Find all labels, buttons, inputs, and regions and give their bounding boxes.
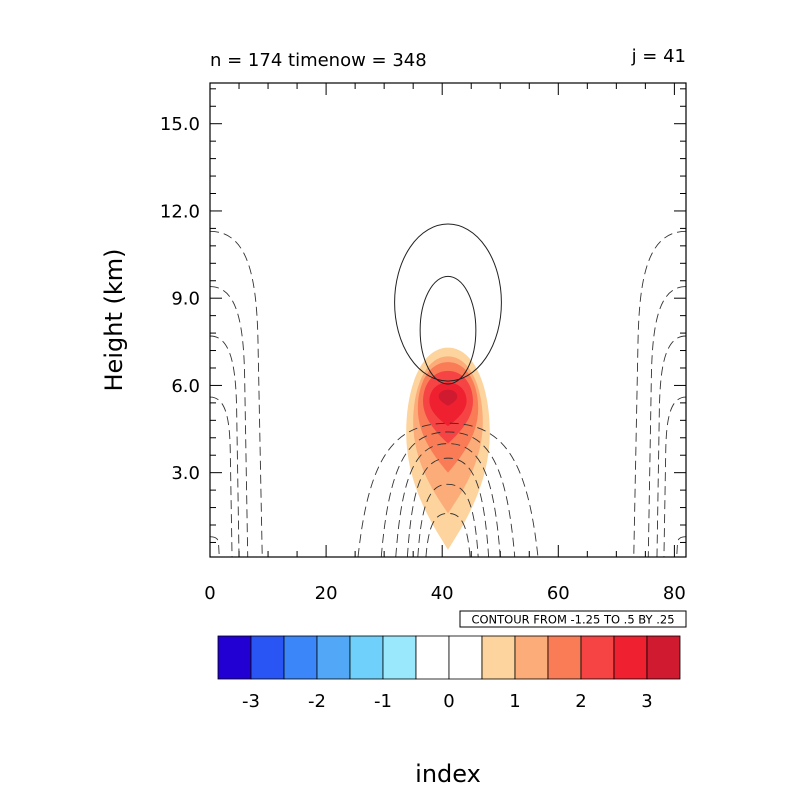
colorbar-box-6 bbox=[415, 635, 450, 680]
dashed-contour-15 bbox=[676, 536, 686, 557]
dashed-contour-11 bbox=[633, 230, 686, 557]
y-tick-label: 15.0 bbox=[160, 114, 200, 135]
dashed-contour-0 bbox=[357, 422, 539, 557]
dashed-contour-6 bbox=[210, 230, 263, 557]
colorbar-tick-label: -1 bbox=[374, 691, 392, 712]
plot-frame bbox=[209, 82, 687, 558]
colorbar-box-1 bbox=[250, 635, 285, 680]
colorbar-box-7 bbox=[448, 635, 483, 680]
colorbar-box-8 bbox=[481, 635, 516, 680]
colorbar-box-10 bbox=[547, 635, 582, 680]
dashed-contour-2 bbox=[395, 443, 501, 557]
dashed-contour-4 bbox=[417, 483, 479, 557]
dashed-contour-10 bbox=[210, 536, 220, 557]
solid-contour-1 bbox=[419, 275, 477, 385]
dashed-contour-14 bbox=[663, 396, 686, 557]
x-axis-label: index bbox=[415, 760, 481, 788]
dashed-contour-8 bbox=[210, 335, 240, 557]
dashed-contour-3 bbox=[406, 457, 490, 557]
colorbar-tick-label: -3 bbox=[242, 691, 260, 712]
dashed-contour-12 bbox=[647, 286, 686, 557]
plot-area bbox=[210, 223, 686, 557]
colorbar: -3 -2 -1 0 1 2 3 bbox=[217, 635, 681, 712]
x-tick-label: 0 bbox=[204, 583, 215, 604]
colorbar-tick-label: 1 bbox=[509, 691, 520, 712]
dashed-contour-13 bbox=[656, 335, 686, 557]
contour-info-label: CONTOUR FROM -1.25 TO .5 BY .25 bbox=[471, 613, 674, 627]
colorbar-box-2 bbox=[283, 635, 318, 680]
y-axis-label: Height (km) bbox=[100, 249, 128, 392]
title-right: j = 41 bbox=[631, 46, 686, 67]
colorbar-box-13 bbox=[646, 635, 681, 680]
x-tick-label: 60 bbox=[547, 583, 570, 604]
colorbar-box-9 bbox=[514, 635, 549, 680]
dashed-contour-7 bbox=[210, 286, 249, 557]
dashed-contour-9 bbox=[210, 396, 233, 557]
axis-ticks: 0 20 40 60 80 3.0 6.0 9.0 12.0 15.0 bbox=[160, 83, 686, 604]
colorbar-tick-label: 3 bbox=[641, 691, 652, 712]
dashed-contour-5 bbox=[425, 512, 471, 557]
colorbar-box-4 bbox=[349, 635, 384, 680]
colorbar-box-11 bbox=[580, 635, 615, 680]
x-tick-label: 80 bbox=[663, 583, 686, 604]
y-tick-label: 9.0 bbox=[171, 289, 200, 310]
filled-level-5 bbox=[438, 389, 458, 406]
y-tick-label: 12.0 bbox=[160, 201, 200, 222]
colorbar-box-3 bbox=[316, 635, 351, 680]
colorbar-box-12 bbox=[613, 635, 648, 680]
colorbar-tick-label: 2 bbox=[575, 691, 586, 712]
dashed-contour-1 bbox=[380, 431, 516, 557]
x-tick-label: 20 bbox=[315, 583, 338, 604]
solid-contour-0 bbox=[394, 223, 502, 382]
title-left: n = 174 timenow = 348 bbox=[210, 50, 427, 71]
y-tick-label: 3.0 bbox=[171, 463, 200, 484]
colorbar-box-0 bbox=[217, 635, 252, 680]
x-tick-label: 40 bbox=[431, 583, 454, 604]
colorbar-tick-label: 0 bbox=[443, 691, 454, 712]
colorbar-box-5 bbox=[382, 635, 417, 680]
y-tick-label: 6.0 bbox=[171, 376, 200, 397]
contour-info-box bbox=[459, 610, 687, 628]
colorbar-tick-label: -2 bbox=[308, 691, 326, 712]
